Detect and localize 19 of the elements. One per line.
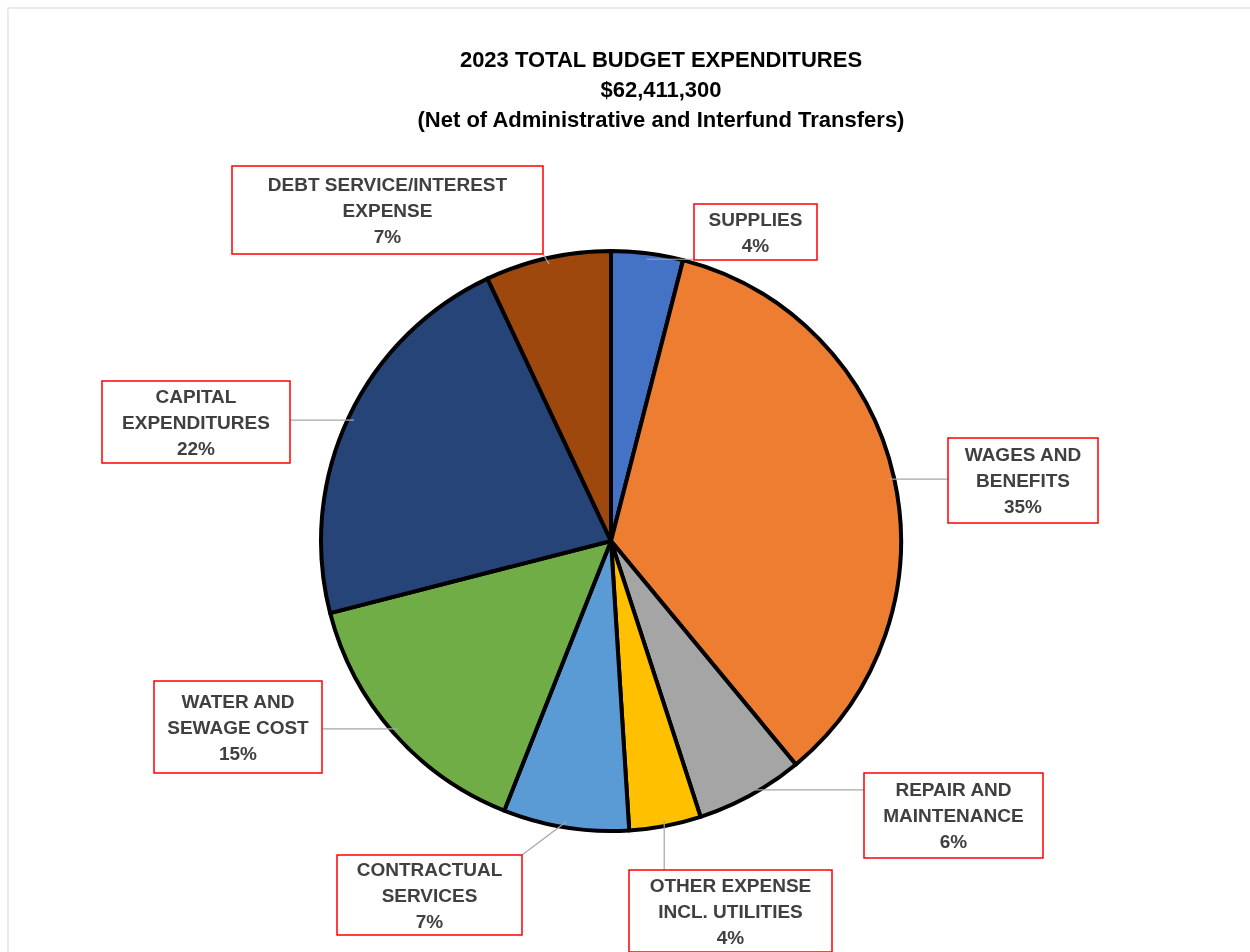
data-label: 7% bbox=[373, 225, 402, 247]
chart-title: 2023 TOTAL BUDGET EXPENDITURES bbox=[459, 46, 863, 72]
chart-subtitle: $62,411,300 bbox=[600, 76, 722, 102]
slice-label: REPAIR AND MAINTENANCE bbox=[883, 779, 1024, 827]
data-label: 7% bbox=[415, 910, 444, 932]
data-label: 4% bbox=[716, 926, 745, 948]
text: (Net of Administrative and Interfund Transfers) bbox=[417, 106, 905, 132]
slice-label: CONTRACTUAL SERVICES bbox=[356, 858, 503, 906]
data-label: 4% bbox=[741, 234, 770, 256]
data-label: 35% bbox=[1003, 496, 1043, 518]
slice-label: WATER AND SEWAGE COST bbox=[167, 690, 310, 738]
slice-label: WAGES AND BENEFITS bbox=[964, 444, 1082, 492]
slice-label: DEBT SERVICE/INTEREST EXPENSE bbox=[267, 173, 508, 221]
slice-label: CAPITAL EXPENDITURES bbox=[122, 385, 270, 433]
data-label: 22% bbox=[176, 437, 216, 459]
slice-label: OTHER EXPENSE INCL. UTILITIES bbox=[649, 874, 812, 922]
data-label: 15% bbox=[218, 742, 258, 764]
slice-label: SUPPLIES bbox=[708, 208, 803, 230]
data-label: 6% bbox=[939, 831, 968, 853]
